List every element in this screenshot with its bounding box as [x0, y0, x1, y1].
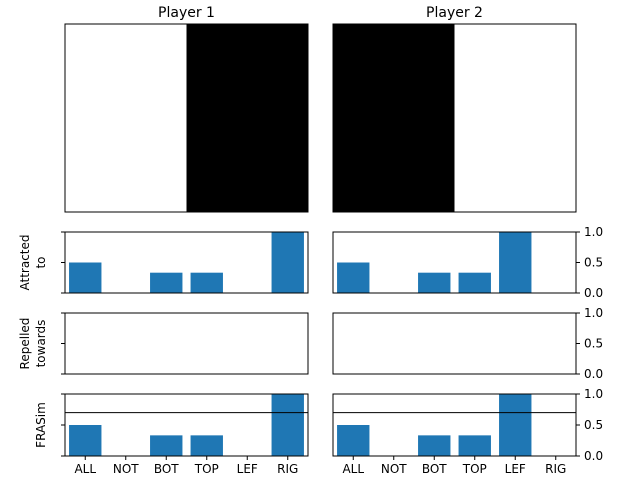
board-cell	[65, 24, 187, 212]
x-tick-label: TOP	[194, 462, 219, 476]
x-tick-label: LEF	[505, 462, 526, 476]
frasim-bar	[150, 435, 183, 456]
board-frame	[64, 23, 309, 213]
x-tick-label: ALL	[74, 462, 96, 476]
x-tick-label: RIG	[277, 462, 298, 476]
x-tick-label: LEF	[237, 462, 258, 476]
y-tick-label: 0.0	[584, 449, 603, 463]
x-tick-label: TOP	[462, 462, 487, 476]
y-tick-label: 0.5	[584, 256, 603, 270]
x-tick-label: NOT	[113, 462, 139, 476]
y-tick-label: 1.0	[584, 387, 603, 401]
player-title: Player 1	[158, 5, 215, 21]
frasim-bar	[418, 435, 451, 456]
repelled-row-label: towards	[34, 320, 48, 368]
attracted-bar	[418, 272, 451, 293]
frasim-bar	[499, 394, 532, 456]
frasim-bar	[271, 394, 304, 456]
x-tick-label: RIG	[545, 462, 566, 476]
attracted-bar	[499, 232, 532, 293]
y-tick-label: 0.0	[584, 367, 603, 381]
frasim-bar	[69, 425, 102, 456]
attracted-bar	[337, 262, 370, 293]
frasim-row-label: FRASim	[34, 402, 48, 448]
frasim-bar	[190, 435, 223, 456]
y-tick-label: 0.5	[584, 418, 603, 432]
attracted-bar	[69, 262, 102, 293]
attracted-bar	[190, 272, 223, 293]
x-tick-label: BOT	[154, 462, 179, 476]
y-tick-label: 0.5	[584, 337, 603, 351]
frasim-bar	[458, 435, 491, 456]
repelled-axes-frame	[332, 312, 577, 375]
board-cell	[454, 24, 576, 212]
x-tick-label: ALL	[342, 462, 364, 476]
attracted-row-label: Attracted	[18, 235, 32, 291]
y-tick-label: 0.0	[584, 286, 603, 300]
attracted-axes-frame	[332, 231, 577, 294]
x-tick-label: BOT	[422, 462, 447, 476]
player-title: Player 2	[426, 5, 483, 21]
attracted-bar	[458, 272, 491, 293]
board-cell	[333, 24, 455, 212]
attracted-bar	[150, 272, 183, 293]
attracted-bar	[271, 232, 304, 293]
attracted-row-label: to	[34, 256, 48, 268]
frasim-bar	[337, 425, 370, 456]
y-tick-label: 1.0	[584, 306, 603, 320]
board-cell	[186, 24, 308, 212]
repelled-row-label: Repelled	[18, 318, 32, 370]
x-tick-label: NOT	[381, 462, 407, 476]
y-tick-label: 1.0	[584, 225, 603, 239]
frasim-axes-frame	[332, 393, 577, 457]
repelled-axes-frame	[64, 312, 309, 375]
board-frame	[332, 23, 577, 213]
